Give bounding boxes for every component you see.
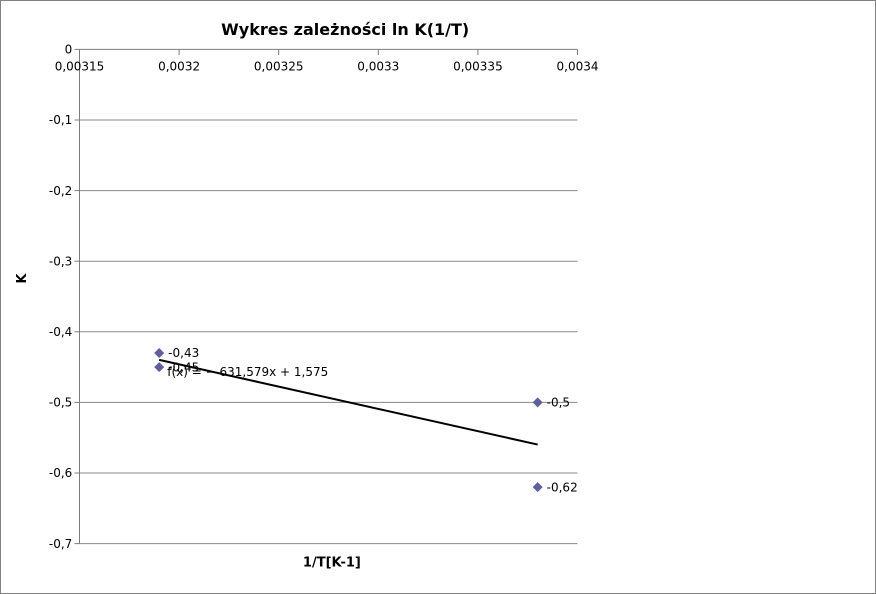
y-tick-label: 0 (65, 43, 73, 57)
x-axis-title: 1/T[K-1] (303, 556, 361, 571)
series-points (154, 347, 543, 493)
data-point-labels: -0,43-0,45 -0,5 -0,62 (168, 346, 578, 494)
y-axis-ticks (74, 48, 80, 545)
x-axis-tick-labels: 0,00315 0,0032 0,00325 0,0033 0,00335 0,0034 (55, 60, 599, 74)
axes (79, 48, 578, 544)
data-point-marker (532, 482, 543, 493)
chart-title: Wykres zależności ln K(1/T) (221, 20, 469, 39)
y-tick-label: -0,6 (49, 466, 72, 480)
x-tick-label: 0,00315 (55, 60, 105, 74)
x-tick-label: 0,0032 (158, 60, 200, 74)
trendline (158, 358, 538, 446)
data-point-marker (532, 397, 543, 408)
y-gridlines (79, 119, 578, 545)
x-tick-label: 0,00325 (254, 60, 304, 74)
data-point-label: -0,43 (168, 346, 199, 360)
y-tick-label: -0,5 (49, 396, 72, 410)
data-point-marker (154, 362, 165, 373)
data-point-label: -0,45 (168, 360, 199, 374)
x-tick-label: 0,0034 (557, 60, 599, 74)
y-tick-label: -0,1 (49, 113, 72, 127)
y-tick-label: -0,7 (49, 537, 72, 551)
data-point-label: -0,62 (547, 480, 578, 494)
y-tick-label: -0,2 (49, 184, 72, 198)
y-tick-label: -0,4 (49, 325, 72, 339)
x-tick-label: 0,00335 (453, 60, 503, 74)
x-tick-label: 0,0033 (357, 60, 399, 74)
x-axis-ticks (79, 49, 578, 55)
y-axis-tick-labels: 0 -0,1 -0,2 -0,3 -0,4 -0,5 -0,6 -0,7 (49, 43, 72, 551)
y-axis-title: K (15, 273, 30, 284)
trendline-equation-label: f(x) = − 631,579x + 1,575 (167, 365, 328, 379)
y-tick-label: -0,3 (49, 254, 72, 268)
data-point-marker (154, 347, 165, 358)
data-point-label: -0,5 (547, 396, 570, 410)
